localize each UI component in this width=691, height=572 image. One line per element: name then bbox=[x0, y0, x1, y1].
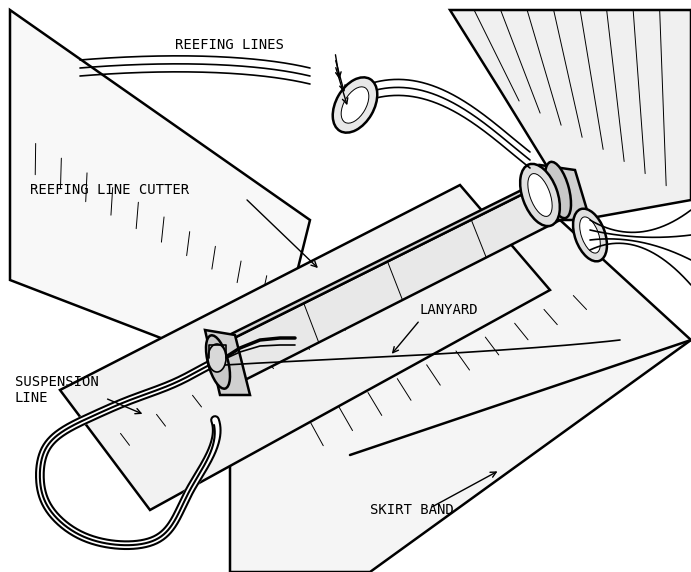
Polygon shape bbox=[540, 165, 590, 220]
Ellipse shape bbox=[208, 344, 226, 372]
Polygon shape bbox=[230, 220, 691, 572]
Ellipse shape bbox=[333, 77, 377, 133]
Text: LANYARD: LANYARD bbox=[420, 303, 479, 317]
Ellipse shape bbox=[520, 164, 560, 226]
Ellipse shape bbox=[341, 87, 369, 123]
Text: REEFING LINE CUTTER: REEFING LINE CUTTER bbox=[30, 183, 189, 197]
Ellipse shape bbox=[528, 173, 552, 216]
Polygon shape bbox=[220, 178, 570, 385]
Ellipse shape bbox=[580, 217, 600, 253]
Text: REEFING LINES: REEFING LINES bbox=[175, 38, 284, 52]
Text: SKIRT BAND: SKIRT BAND bbox=[370, 503, 454, 517]
Ellipse shape bbox=[206, 335, 230, 389]
Ellipse shape bbox=[573, 209, 607, 261]
Polygon shape bbox=[60, 185, 550, 510]
Text: SUSPENSION
LINE: SUSPENSION LINE bbox=[15, 375, 99, 405]
Polygon shape bbox=[220, 172, 558, 345]
Ellipse shape bbox=[545, 162, 571, 218]
Polygon shape bbox=[450, 10, 691, 220]
Polygon shape bbox=[205, 330, 250, 395]
Polygon shape bbox=[10, 10, 310, 380]
